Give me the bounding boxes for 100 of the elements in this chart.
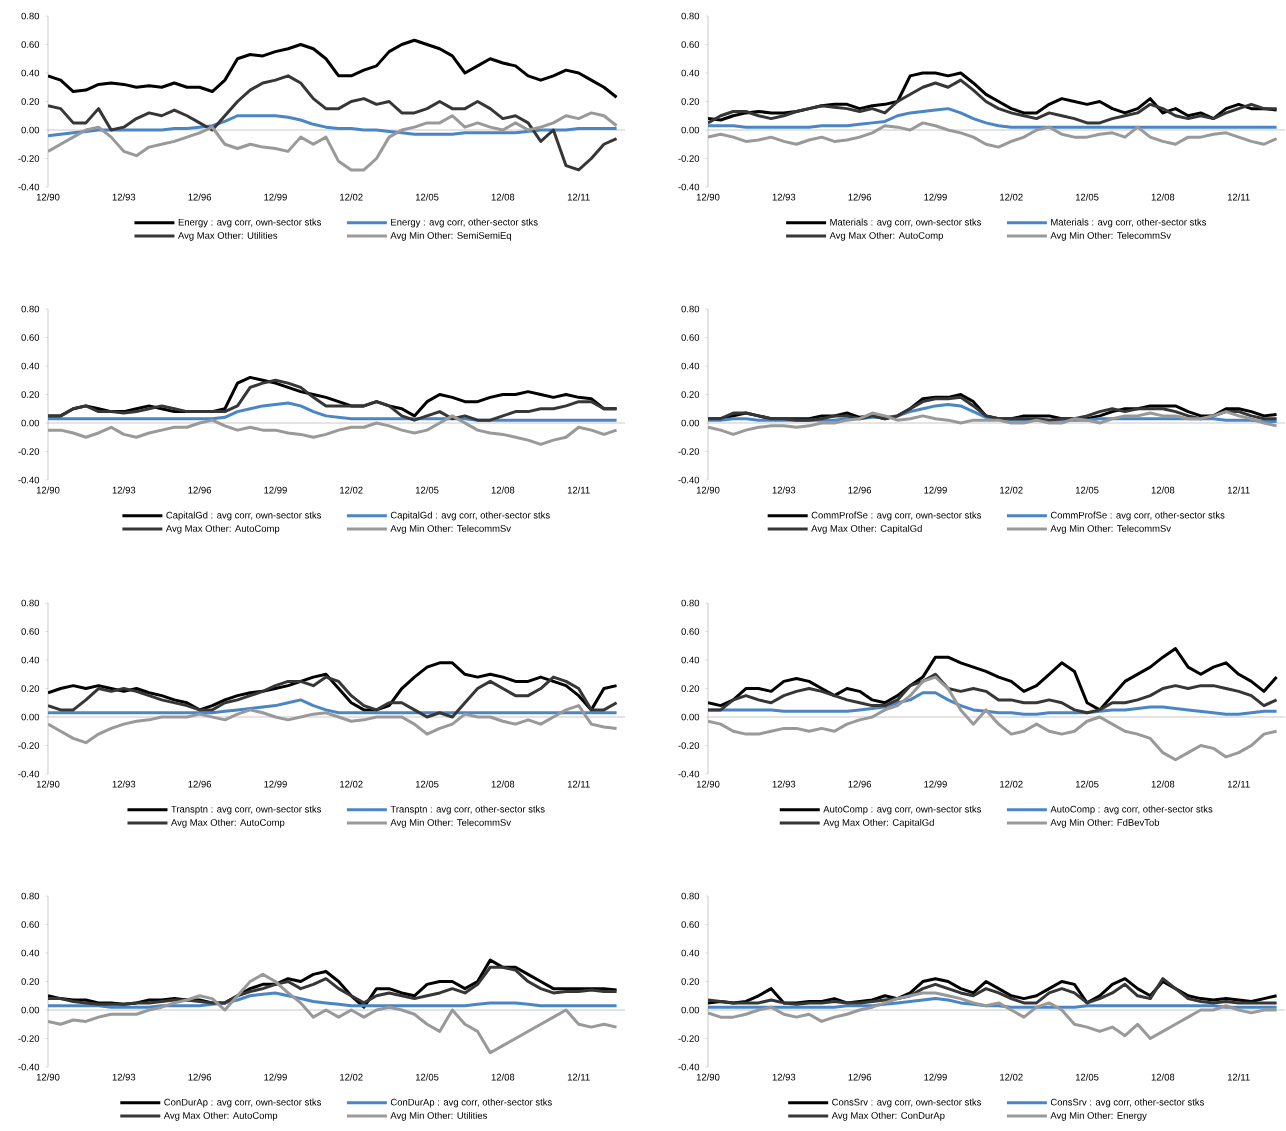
x-tick-label: 12/90 — [696, 486, 720, 494]
legend-label: Energy : avg corr, other-sector stks — [391, 218, 538, 228]
x-tick-label: 12/96 — [188, 193, 212, 201]
legend-label: ConsSrv : avg corr, other-sector stks — [1050, 1098, 1204, 1108]
legend-label: Materials : avg corr, own-sector stks — [830, 218, 982, 228]
y-tick-label: -0.20 — [678, 742, 700, 749]
y-tick-label: 0.00 — [21, 713, 40, 721]
x-tick-label: 12/99 — [924, 1073, 947, 1081]
y-tick-label: 0.20 — [21, 391, 40, 398]
x-tick-label: 12/11 — [567, 1073, 590, 1081]
y-tick-label: 0.80 — [681, 892, 700, 900]
y-tick-label: 0.80 — [681, 599, 700, 607]
y-tick-label: 0.00 — [681, 1006, 700, 1014]
x-tick-label: 12/99 — [264, 1073, 287, 1081]
y-tick-label: 0.60 — [21, 41, 40, 48]
x-tick-label: 12/11 — [1227, 486, 1250, 494]
x-tick-label: 12/96 — [188, 1073, 212, 1081]
x-tick-label: 12/93 — [112, 486, 136, 494]
y-tick-label: 0.00 — [681, 419, 700, 427]
legend-label: Avg Min Other: TelecommSv — [1050, 524, 1171, 534]
x-tick-label: 12/08 — [491, 486, 515, 494]
x-tick-label: 12/99 — [264, 486, 287, 494]
line-series — [48, 38, 619, 99]
legend-label: Materials : avg corr, other-sector stks — [1051, 218, 1207, 228]
x-tick-label: 12/96 — [848, 193, 872, 201]
y-tick-label: 0.80 — [681, 305, 700, 313]
x-tick-label: 12/93 — [772, 1073, 796, 1081]
y-tick-label: 0.20 — [681, 98, 700, 105]
line-series — [48, 74, 619, 172]
y-tick-label: 0.40 — [21, 656, 40, 664]
legend-label: AutoComp : avg corr, own-sector stks — [823, 805, 982, 815]
x-tick-label: 12/02 — [340, 1073, 363, 1081]
legend-label: Avg Max Other: Utilities — [178, 231, 278, 241]
line-series — [708, 675, 1279, 762]
x-tick-label: 12/90 — [36, 193, 60, 201]
legend-label: AutoComp : avg corr, other-sector stks — [1050, 805, 1213, 815]
y-tick-label: -0.40 — [678, 770, 700, 778]
y-tick-label: 0.40 — [21, 69, 40, 77]
x-tick-label: 12/90 — [36, 486, 60, 494]
y-tick-label: -0.20 — [18, 742, 40, 749]
x-tick-label: 12/11 — [567, 780, 590, 788]
x-tick-label: 12/93 — [772, 193, 796, 201]
legend-label: Avg Min Other: TelecommSv — [390, 818, 511, 828]
legend-label: CommProfSe : avg corr, own-sector stks — [811, 511, 982, 521]
x-tick-label: 12/93 — [112, 780, 136, 788]
x-tick-label: 12/96 — [848, 780, 872, 788]
y-tick-label: 0.60 — [681, 628, 700, 635]
legend-label: Avg Max Other: ConDurAp — [831, 1111, 945, 1121]
x-tick-label: 12/05 — [415, 193, 439, 201]
y-tick-label: 0.40 — [681, 69, 700, 77]
y-tick-label: 0.80 — [21, 12, 40, 20]
x-tick-label: 12/08 — [1151, 780, 1175, 788]
legend-label: Avg Min Other: Energy — [1050, 1111, 1147, 1121]
x-tick-label: 12/11 — [1227, 1073, 1250, 1081]
x-tick-label: 12/02 — [1000, 486, 1023, 494]
x-tick-label: 12/96 — [188, 486, 212, 494]
legend-label: CommProfSe : avg corr, other-sector stks — [1050, 511, 1225, 521]
x-tick-label: 12/90 — [696, 1073, 720, 1081]
legend-label: Avg Min Other: TelecommSv — [390, 524, 511, 534]
x-tick-label: 12/11 — [567, 193, 590, 201]
y-tick-label: -0.20 — [18, 448, 40, 455]
y-tick-label: 0.40 — [681, 656, 700, 664]
x-tick-label: 12/02 — [340, 486, 363, 494]
legend-label: ConDurAp : avg corr, other-sector stks — [390, 1098, 552, 1108]
legend-label: ConsSrv : avg corr, own-sector stks — [832, 1098, 982, 1108]
legend-label: Avg Min Other: Utilities — [390, 1111, 487, 1121]
legend-label: CapitalGd : avg corr, other-sector stks — [390, 511, 550, 521]
x-tick-label: 12/08 — [1151, 486, 1175, 494]
legend-label: Avg Max Other: AutoComp — [829, 231, 943, 241]
x-tick-label: 12/90 — [36, 780, 60, 788]
x-tick-label: 12/05 — [1075, 193, 1099, 201]
x-tick-label: 12/90 — [696, 193, 720, 201]
y-tick-label: 0.20 — [21, 978, 40, 985]
y-tick-label: 0.60 — [21, 921, 40, 928]
y-tick-label: 0.20 — [681, 685, 700, 692]
legend-label: Avg Min Other: SemiSemiEq — [390, 231, 511, 241]
x-tick-label: 12/08 — [1151, 1073, 1175, 1081]
y-tick-label: -0.40 — [678, 476, 700, 484]
x-tick-label: 12/05 — [415, 780, 439, 788]
y-tick-label: 0.80 — [21, 892, 40, 900]
y-tick-label: 0.00 — [21, 126, 40, 134]
x-tick-label: 12/11 — [567, 486, 590, 494]
x-tick-label: 12/99 — [924, 486, 947, 494]
y-tick-label: -0.20 — [678, 448, 700, 455]
x-tick-label: 12/99 — [264, 780, 287, 788]
x-tick-label: 12/93 — [112, 193, 136, 201]
x-tick-label: 12/08 — [1151, 193, 1175, 201]
y-tick-label: 0.60 — [681, 41, 700, 48]
y-tick-label: -0.40 — [18, 476, 40, 484]
y-tick-label: -0.20 — [18, 155, 40, 162]
y-tick-label: 0.40 — [21, 362, 40, 370]
y-tick-label: 0.60 — [681, 921, 700, 928]
legend-label: CapitalGd : avg corr, own-sector stks — [166, 511, 322, 521]
y-tick-label: 0.40 — [21, 949, 40, 957]
line-series — [708, 991, 1279, 1041]
y-tick-label: 0.80 — [681, 12, 700, 20]
line-series — [708, 672, 1279, 715]
y-tick-label: 0.20 — [21, 98, 40, 105]
y-tick-label: 0.60 — [21, 334, 40, 341]
line-series — [48, 111, 619, 172]
